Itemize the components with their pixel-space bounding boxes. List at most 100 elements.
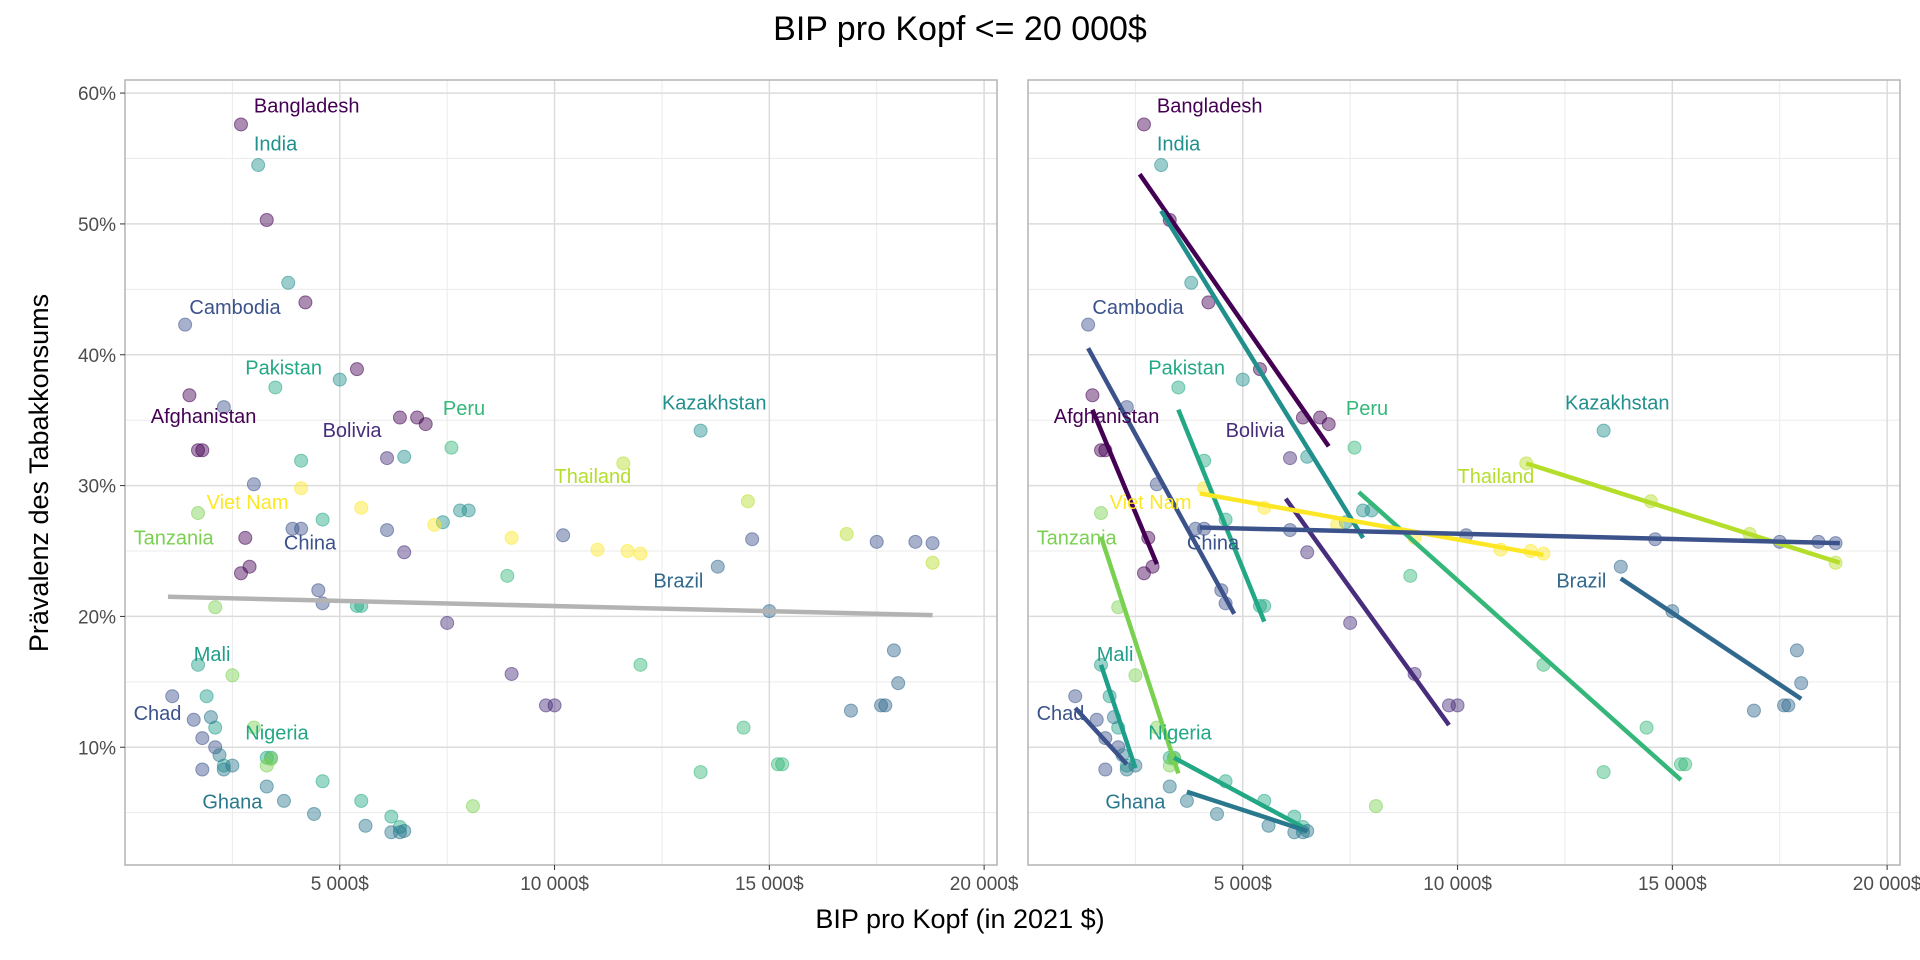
data-point <box>246 477 261 492</box>
data-point <box>590 542 605 557</box>
trend-line <box>1073 706 1129 766</box>
country-label: Kazakhstan <box>662 393 767 415</box>
data-point <box>178 317 193 332</box>
country-label: Peru <box>1346 398 1388 420</box>
data-point <box>1673 757 1688 772</box>
data-point <box>259 212 274 227</box>
data-point <box>298 295 313 310</box>
data-point <box>225 758 240 773</box>
data-point <box>397 823 412 838</box>
data-point <box>418 417 433 432</box>
data-point <box>633 657 648 672</box>
country-label: Bangladesh <box>254 96 360 118</box>
data-point <box>465 799 480 814</box>
data-point <box>908 534 923 549</box>
trend-line <box>1199 525 1840 546</box>
country-label: Afghanistan <box>1054 406 1160 428</box>
data-point <box>238 530 253 545</box>
data-point <box>1746 703 1761 718</box>
data-point <box>216 400 231 415</box>
data-point <box>1068 689 1083 704</box>
data-point <box>925 555 940 570</box>
x-tick-label: 10 000$ <box>1423 874 1492 895</box>
data-point <box>1450 698 1465 713</box>
data-point <box>925 536 940 551</box>
data-point <box>354 500 369 515</box>
pooled-trend-line <box>167 594 933 618</box>
data-point <box>1403 568 1418 583</box>
y-tick-label: 30% <box>78 477 116 498</box>
y-tick-label: 10% <box>78 738 116 759</box>
trend-line <box>1159 209 1365 540</box>
country-label: Brazil <box>653 571 703 593</box>
data-point <box>276 793 291 808</box>
data-point <box>461 503 476 518</box>
country-label: Ghana <box>1105 792 1166 814</box>
country-label: Thailand <box>1458 466 1535 488</box>
trend-line <box>1137 172 1331 448</box>
trend-line <box>1172 755 1304 830</box>
trend-line <box>1283 497 1451 727</box>
data-point <box>440 615 455 630</box>
data-point <box>233 117 248 132</box>
data-point <box>693 765 708 780</box>
data-point <box>1094 506 1109 521</box>
data-point <box>191 657 206 672</box>
panel-by-country: 5 000$ 10 000$ 15 000$ 20 000$ Bangladesh Ind… <box>1027 79 1920 895</box>
data-point <box>397 449 412 464</box>
data-point <box>1777 698 1792 713</box>
data-point <box>294 453 309 468</box>
data-point <box>1321 417 1336 432</box>
data-point <box>311 583 326 598</box>
x-tick-label: 15 000$ <box>1638 874 1707 895</box>
data-point <box>770 757 785 772</box>
data-point <box>182 388 197 403</box>
data-point <box>195 762 210 777</box>
country-label: Ghana <box>202 792 263 814</box>
data-point <box>444 440 459 455</box>
country-label: Kazakhstan <box>1565 393 1670 415</box>
country-label: Pakistan <box>245 357 322 379</box>
data-point <box>392 410 407 425</box>
data-point <box>186 712 201 727</box>
trend-line <box>1619 576 1803 701</box>
data-point <box>435 515 450 530</box>
data-point <box>1171 380 1186 395</box>
data-point <box>315 774 330 789</box>
country-label: India <box>1157 134 1201 156</box>
country-label: India <box>254 134 298 156</box>
data-point <box>1781 698 1796 713</box>
trend-line <box>1086 347 1237 615</box>
data-point <box>349 362 364 377</box>
data-point <box>281 275 296 290</box>
data-point <box>878 698 893 713</box>
trend-line <box>1098 535 1181 775</box>
x-tick-label: 5 000$ <box>311 874 370 895</box>
trend-line <box>1098 664 1138 769</box>
country-label: Chad <box>134 703 182 725</box>
data-point <box>633 546 648 561</box>
country-label: Bolivia <box>1226 420 1286 442</box>
data-point <box>1794 676 1809 691</box>
data-point <box>212 748 227 763</box>
country-label: Mali <box>1097 644 1134 666</box>
country-label: Mali <box>194 644 231 666</box>
country-label: Chad <box>1037 703 1085 725</box>
data-point <box>1596 423 1611 438</box>
data-point <box>736 720 751 735</box>
data-point <box>1210 806 1225 821</box>
data-point <box>294 481 309 496</box>
data-point <box>165 689 180 704</box>
country-label: Cambodia <box>189 297 281 319</box>
data-point <box>195 443 210 458</box>
data-point <box>332 372 347 387</box>
data-point <box>384 809 399 824</box>
data-point <box>886 643 901 658</box>
data-point <box>307 806 322 821</box>
data-point <box>1136 117 1151 132</box>
country-label: Nigeria <box>245 722 309 744</box>
data-point <box>1300 545 1315 560</box>
country-label: Bolivia <box>323 420 383 442</box>
country-label: Viet Nam <box>1110 492 1192 514</box>
country-label: Brazil <box>1556 571 1606 593</box>
